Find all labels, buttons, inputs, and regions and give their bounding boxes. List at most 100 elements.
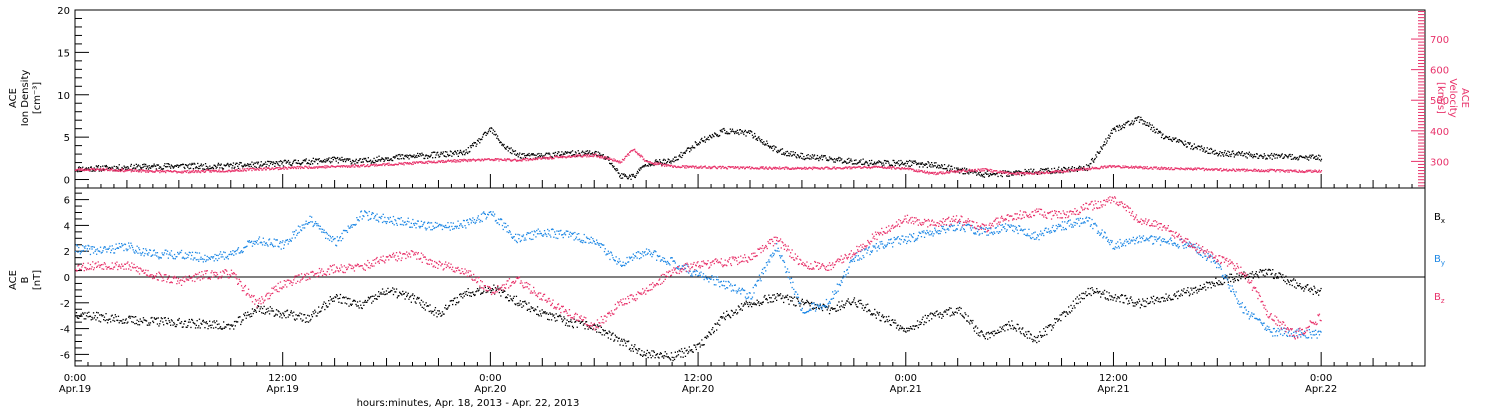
velocity-series-point: [316, 166, 318, 168]
velocity-series-point: [544, 158, 547, 160]
velocity-series-point: [1293, 170, 1295, 172]
density-series-point: [819, 158, 821, 160]
density-series-point: [921, 162, 923, 164]
density-series-point: [1260, 154, 1262, 156]
velocity-series-point: [1139, 165, 1141, 167]
velocity-series-point: [921, 170, 923, 172]
density-series-point: [559, 154, 562, 156]
bx-series-point: [131, 316, 134, 318]
velocity-series-point: [751, 166, 753, 168]
density-series-point: [314, 161, 316, 163]
bx-series-point: [941, 317, 943, 319]
density-series-point: [736, 129, 739, 131]
velocity-series-point: [137, 171, 140, 173]
bx-series-point: [424, 309, 426, 311]
bx-series-point: [474, 294, 476, 296]
bx-series-point: [475, 291, 477, 293]
density-series-point: [702, 140, 704, 143]
density-series-point: [563, 152, 565, 154]
density-series-point: [847, 162, 849, 164]
density-series-point: [114, 169, 116, 171]
density-series-point: [503, 143, 505, 146]
bx-series-point: [894, 319, 896, 321]
density-series-point: [460, 151, 462, 153]
bx-series-point: [218, 323, 220, 325]
velocity-series-point: [380, 164, 382, 166]
velocity-series-point: [729, 166, 731, 169]
velocity-series-point: [831, 168, 833, 170]
velocity-series-point: [739, 166, 741, 168]
density-series-point: [362, 161, 364, 163]
density-series-point: [287, 159, 290, 162]
velocity-series-point: [229, 171, 232, 173]
bx-series-point: [99, 314, 101, 316]
bx-series-point: [912, 325, 914, 327]
velocity-series-point: [169, 170, 171, 172]
bx-series-point: [104, 319, 106, 322]
bx-series-point: [217, 328, 219, 330]
density-series-point: [768, 145, 770, 147]
bx-series-point: [281, 317, 283, 319]
bx-series-point: [634, 344, 636, 346]
velocity-series-point: [457, 160, 459, 162]
density-series-point: [1133, 122, 1135, 124]
bx-series-point: [468, 291, 470, 294]
density-series-point: [117, 168, 120, 170]
density-series-point: [602, 154, 604, 156]
velocity-series-point: [1286, 169, 1288, 171]
bx-series-point: [708, 331, 710, 333]
velocity-series-point: [283, 168, 285, 170]
bx-series-point: [827, 307, 829, 309]
density-series-point: [621, 173, 623, 175]
bx-series-point: [156, 323, 159, 325]
velocity-series-point: [1230, 169, 1232, 171]
density-series-point: [1164, 137, 1166, 139]
velocity-series-point: [1243, 168, 1245, 170]
velocity-series-point: [170, 170, 172, 172]
bx-series-point: [946, 313, 948, 315]
density-series-point: [140, 168, 142, 170]
velocity-series-point: [1036, 172, 1038, 174]
density-series-point: [631, 175, 634, 177]
velocity-series-point: [1130, 166, 1132, 169]
bx-series-point: [253, 310, 255, 312]
bx-series-point: [685, 350, 687, 352]
velocity-series-point: [753, 168, 755, 170]
density-series-point: [1143, 120, 1145, 122]
velocity-series-point: [684, 165, 686, 167]
density-series-point: [257, 163, 259, 165]
velocity-series-point: [890, 167, 892, 169]
bx-series-point: [837, 309, 839, 312]
velocity-series-point: [1112, 165, 1114, 168]
bx-series-point: [304, 321, 307, 323]
bx-series-point: [491, 288, 493, 290]
velocity-series-point: [396, 164, 398, 166]
velocity-series-point: [773, 167, 776, 170]
velocity-series-point: [138, 171, 140, 173]
bx-series-point: [294, 319, 296, 321]
bx-series-point: [748, 301, 750, 304]
bx-series-point: [371, 295, 373, 297]
density-series-point: [333, 156, 335, 158]
bx-series-point: [444, 307, 446, 309]
velocity-series-point: [472, 158, 474, 160]
density-series-point: [475, 145, 477, 147]
density-series-point: [1006, 175, 1008, 177]
density-series-point: [398, 158, 400, 160]
density-series-point: [160, 168, 162, 170]
velocity-series-point: [455, 159, 457, 162]
velocity-series-point: [420, 160, 422, 163]
density-series-point: [981, 174, 983, 177]
velocity-ytick-label: 300: [1430, 157, 1449, 168]
density-series-point: [791, 154, 794, 156]
bx-series-point: [531, 307, 533, 309]
velocity-series-point: [207, 169, 210, 172]
density-series-point: [966, 168, 968, 170]
velocity-series-point: [1320, 170, 1323, 172]
bx-series-point: [788, 303, 790, 305]
density-series-point: [587, 152, 589, 155]
density-series-point: [960, 169, 962, 171]
density-series-point: [968, 173, 970, 175]
velocity-series-point: [124, 169, 126, 171]
velocity-series-point: [617, 160, 619, 163]
